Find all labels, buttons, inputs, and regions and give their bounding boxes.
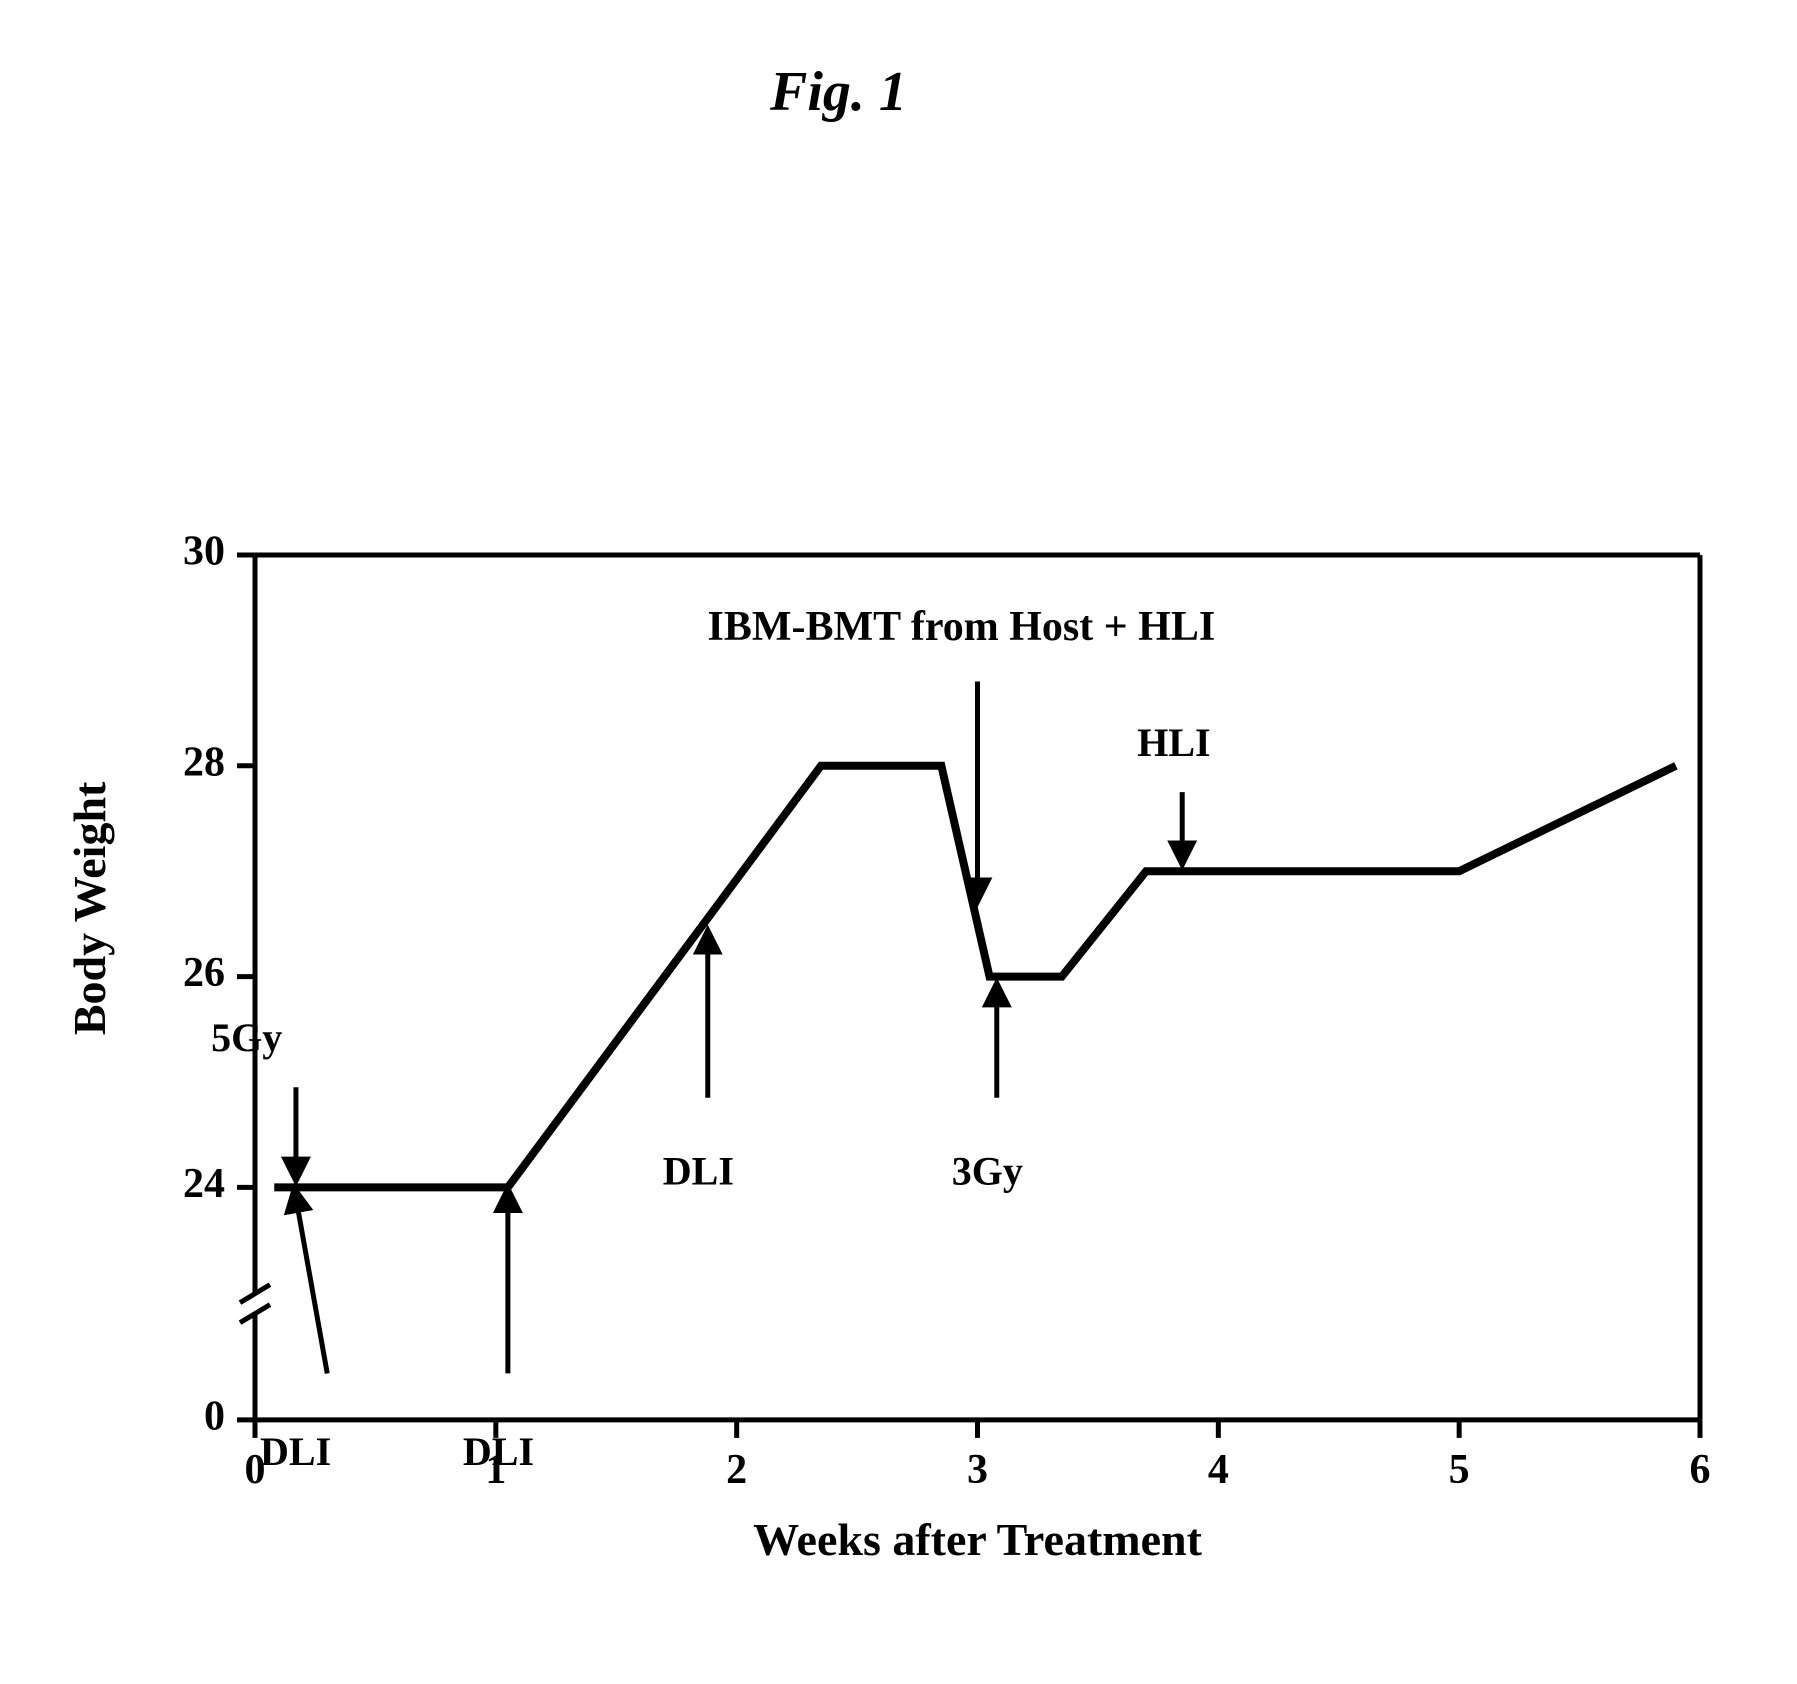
svg-text:IBM-BMT from Host + HLI: IBM-BMT from Host + HLI [708,604,1216,650]
svg-text:5Gy: 5Gy [211,1015,282,1060]
svg-text:Weeks after Treatment: Weeks after Treatment [753,1514,1202,1565]
svg-text:4: 4 [1208,1447,1229,1493]
svg-text:3: 3 [967,1447,988,1493]
svg-text:3Gy: 3Gy [952,1148,1023,1193]
svg-text:DLI: DLI [260,1429,331,1474]
svg-text:HLI: HLI [1137,720,1210,765]
svg-text:Body Weight: Body Weight [64,781,115,1035]
figure-title: Fig. 1 [770,60,907,124]
svg-text:DLI: DLI [463,1429,534,1474]
svg-text:2: 2 [726,1447,747,1493]
svg-text:5: 5 [1449,1447,1470,1493]
figure-stage: Fig. 1 024262830Body Weight0123456Weeks … [0,0,1797,1684]
svg-text:30: 30 [183,529,225,575]
svg-text:0: 0 [204,1394,225,1440]
svg-text:26: 26 [183,950,225,996]
svg-text:28: 28 [183,739,225,785]
svg-text:24: 24 [183,1161,225,1207]
svg-text:DLI: DLI [663,1148,734,1193]
svg-text:6: 6 [1690,1447,1711,1493]
line-chart: 024262830Body Weight0123456Weeks after T… [0,0,1797,1684]
